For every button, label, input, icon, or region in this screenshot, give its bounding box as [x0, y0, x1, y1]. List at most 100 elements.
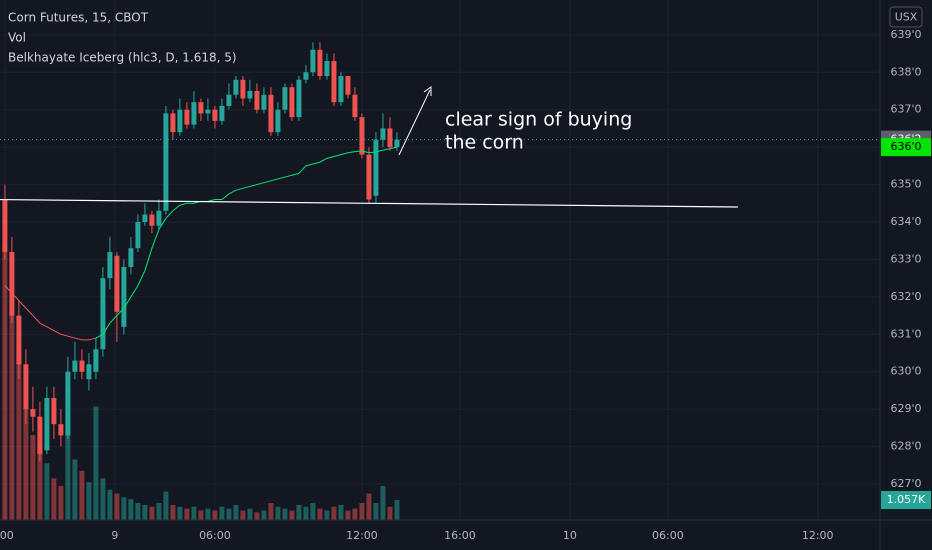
candle-body — [30, 409, 36, 417]
candle-body — [275, 109, 281, 133]
volume-bar — [79, 470, 85, 520]
volume-bar — [331, 506, 337, 520]
candle-body — [317, 49, 323, 76]
candle-body — [387, 128, 393, 148]
volume-bar — [219, 506, 225, 520]
candle-body — [254, 90, 260, 110]
volume-bar — [261, 510, 267, 520]
volume-bar — [44, 463, 50, 520]
y-tick-label: 634'0 — [890, 215, 921, 228]
y-tick-label: 633'0 — [890, 252, 921, 265]
candle-body — [100, 278, 106, 350]
indicator-last-box — [881, 138, 931, 157]
candle-body — [352, 94, 358, 118]
candle-body — [128, 248, 134, 267]
candle-body — [359, 117, 365, 155]
candle-body — [247, 90, 253, 99]
annotation: the corn — [445, 132, 524, 154]
x-tick-label: 9 — [111, 529, 118, 542]
volume-bar — [366, 493, 372, 520]
candle-body — [324, 61, 330, 76]
candle-body — [261, 94, 267, 110]
candle-body — [296, 79, 302, 118]
candle-body — [310, 49, 316, 73]
candle-body — [86, 364, 92, 380]
volume-layer — [2, 245, 400, 520]
volume-bar — [387, 506, 393, 520]
candle-body — [170, 113, 176, 133]
indicator-line — [4, 285, 97, 341]
volume-bar — [2, 245, 8, 520]
candle-body — [219, 105, 225, 121]
candle-body — [58, 424, 64, 436]
chart-title: Corn Futures, 15, CBOT — [8, 11, 149, 25]
candle-body — [366, 154, 372, 200]
volume-bar — [156, 502, 162, 520]
candle-body — [338, 75, 344, 103]
arrow-head — [423, 86, 432, 96]
candle-body — [191, 102, 197, 125]
candle-body — [107, 251, 113, 279]
x-tick-label: 10 — [563, 529, 577, 542]
volume-bar — [394, 500, 400, 520]
volume-bar — [240, 510, 246, 520]
volume-bar — [338, 504, 344, 520]
y-tick-label: 632'0 — [890, 290, 921, 303]
volume-bar — [198, 510, 204, 520]
volume-bar — [345, 510, 351, 520]
volume-bar — [268, 502, 274, 520]
candle-body — [93, 349, 99, 372]
volume-bar — [135, 502, 141, 520]
candle-body — [2, 199, 8, 252]
indicator-line — [95, 146, 398, 339]
candle-body — [23, 364, 29, 410]
candle-body — [198, 102, 204, 114]
candle-body — [380, 128, 386, 140]
candle-body — [226, 94, 232, 106]
candle-body — [233, 79, 239, 95]
candle-body — [121, 266, 127, 327]
volume-bar — [65, 387, 71, 520]
x-tick-label: :00 — [0, 529, 14, 542]
candle-body — [156, 210, 162, 226]
candle-body — [289, 87, 295, 118]
volume-bar — [296, 504, 302, 520]
volume-bar — [282, 508, 288, 520]
volume-bar — [289, 510, 295, 520]
volume-bar — [121, 497, 127, 520]
candle-body — [72, 360, 78, 372]
candle-body — [16, 315, 22, 365]
candle-body — [51, 397, 57, 425]
candle-body — [37, 416, 43, 455]
volume-bar — [352, 508, 358, 520]
volume-bar — [9, 312, 15, 520]
candle-body — [205, 109, 211, 114]
candle-body — [9, 251, 15, 316]
candle-body — [240, 79, 246, 99]
volume-bar — [303, 506, 309, 520]
candle-body — [114, 255, 120, 312]
volume-bar — [317, 508, 323, 520]
volume-bar — [324, 510, 330, 520]
arrow — [398, 89, 431, 156]
volume-bar — [254, 512, 260, 520]
candle-body — [177, 109, 183, 133]
volume-bar — [30, 434, 36, 520]
volume-bar — [184, 508, 190, 520]
volume-bar — [177, 506, 183, 520]
y-tick-label: 635'0 — [890, 178, 921, 191]
volume-bar — [163, 491, 169, 520]
volume-bar — [86, 482, 92, 520]
price-layer — [0, 42, 880, 462]
currency-box[interactable] — [889, 6, 923, 28]
volume-bar — [128, 499, 134, 520]
y-tick-label: 628'0 — [890, 440, 921, 453]
candle-body — [303, 72, 309, 80]
indicator-title: Belkhayate Iceberg (hlc3, D, 1.618, 5) — [8, 51, 237, 65]
indicator-last-label: 636'0 — [890, 140, 921, 153]
y-tick-label: 629'0 — [890, 402, 921, 415]
volume-bar — [16, 349, 22, 520]
y-tick-label: 630'0 — [890, 365, 921, 378]
